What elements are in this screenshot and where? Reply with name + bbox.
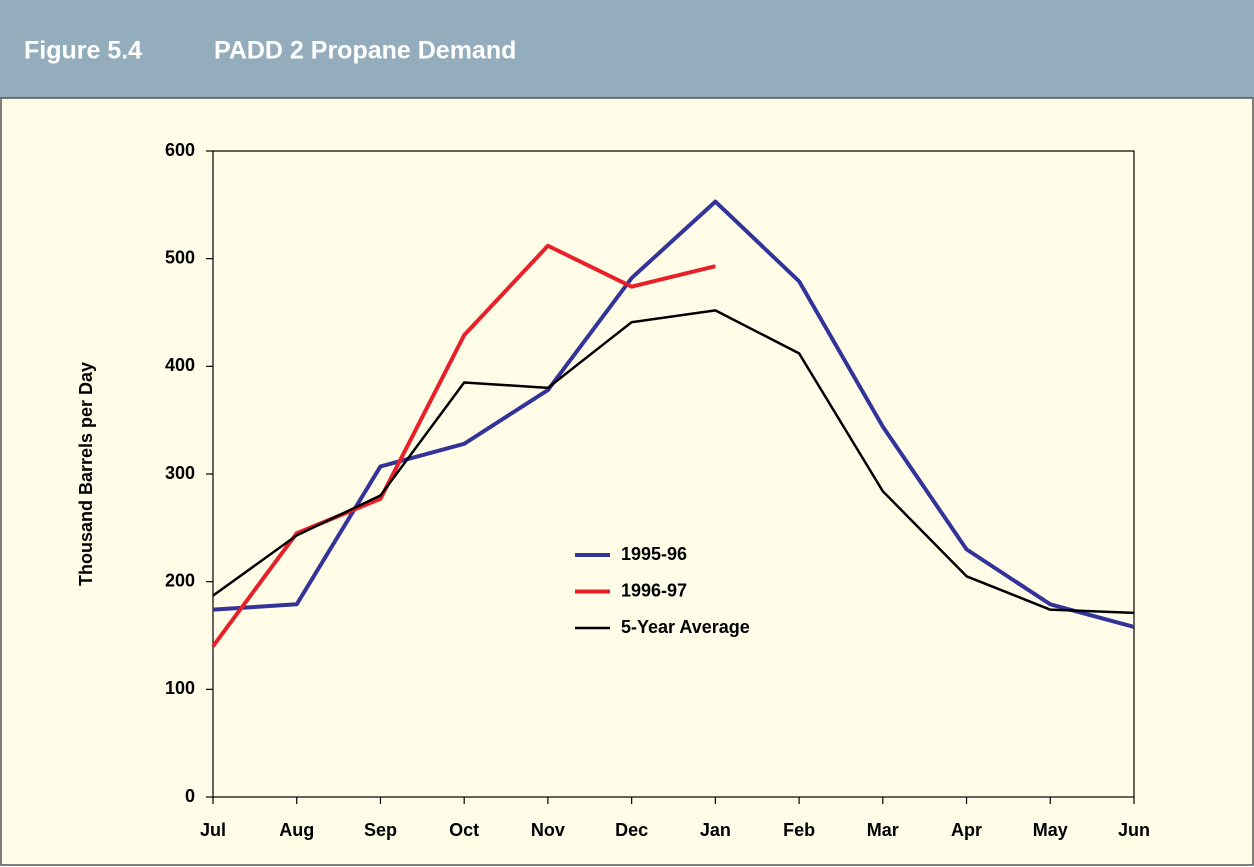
x-tick-label: Aug [279, 820, 314, 840]
x-tick-label: Mar [867, 820, 899, 840]
legend-label: 1996-97 [621, 580, 687, 600]
chart-title: PADD 2 Propane Demand [214, 37, 516, 65]
x-tick-label: Sep [364, 820, 397, 840]
legend-label: 1995-96 [621, 544, 687, 564]
y-tick-label: 100 [165, 678, 195, 698]
figure-label: Figure 5.4 [24, 37, 142, 65]
x-tick-label: Nov [531, 820, 565, 840]
series-line [212, 309, 1135, 615]
y-tick-label: 200 [165, 570, 195, 590]
x-tick-label: May [1033, 820, 1068, 840]
y-axis-label: Thousand Barrels per Day [76, 362, 96, 586]
x-tick-label: Jan [700, 820, 731, 840]
x-tick-label: Apr [951, 820, 982, 840]
x-tick-label: Feb [783, 820, 815, 840]
series-line [212, 199, 1135, 629]
chart-body [0, 97, 1254, 866]
x-tick-label: Dec [615, 820, 648, 840]
series-line [211, 243, 716, 648]
y-tick-label: 500 [165, 247, 195, 267]
x-tick-label: Oct [449, 820, 479, 840]
x-tick-label: Jun [1118, 820, 1150, 840]
y-tick-label: 400 [165, 355, 195, 375]
y-tick-label: 300 [165, 463, 195, 483]
legend-label: 5-Year Average [621, 617, 750, 637]
header-band [0, 0, 1254, 98]
y-tick-label: 600 [165, 140, 195, 160]
x-tick-label: Jul [200, 820, 226, 840]
y-tick-label: 0 [185, 786, 195, 806]
